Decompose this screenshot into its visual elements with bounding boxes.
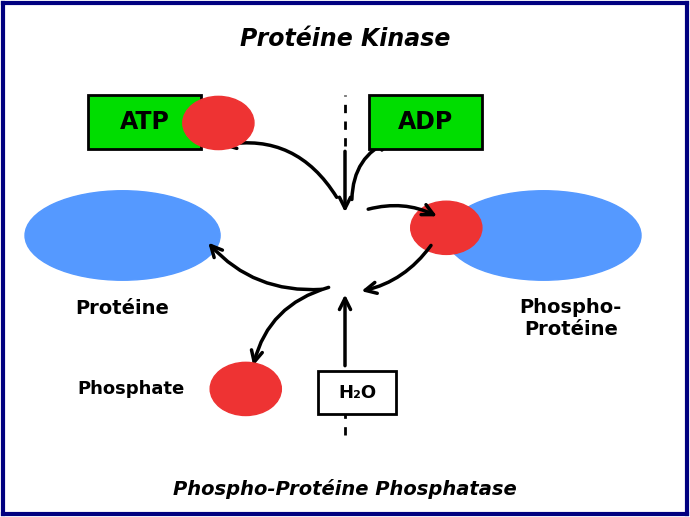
Circle shape	[183, 96, 254, 149]
Circle shape	[411, 201, 482, 254]
Ellipse shape	[25, 191, 220, 280]
FancyBboxPatch shape	[369, 95, 482, 148]
Text: Phosphate: Phosphate	[77, 380, 184, 398]
Text: Protéine Kinase: Protéine Kinase	[240, 26, 450, 51]
FancyBboxPatch shape	[88, 95, 201, 148]
Text: ADP: ADP	[398, 110, 453, 134]
Text: ATP: ATP	[120, 110, 170, 134]
FancyBboxPatch shape	[317, 371, 396, 415]
Circle shape	[210, 362, 282, 416]
Text: H₂O: H₂O	[338, 384, 376, 402]
Ellipse shape	[446, 191, 641, 280]
Text: Phospho-Protéine Phosphatase: Phospho-Protéine Phosphatase	[173, 479, 517, 499]
Text: Phospho-
Protéine: Phospho- Protéine	[520, 298, 622, 339]
Text: Protéine: Protéine	[76, 299, 170, 318]
